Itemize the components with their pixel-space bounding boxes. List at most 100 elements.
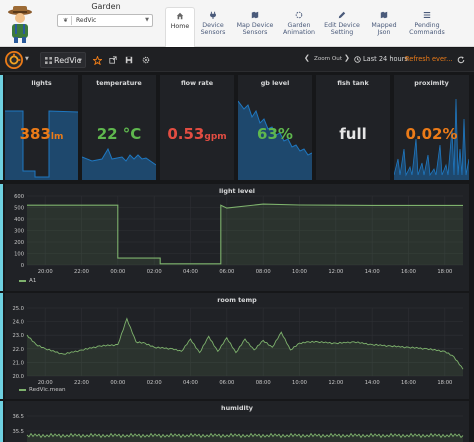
- time-range-picker[interactable]: Last 24 hours: [363, 55, 408, 63]
- y-tick-label: 500: [14, 206, 24, 212]
- refresh-icon: [457, 56, 465, 64]
- graph-panel-humidity: humidity 35.5 36.5: [5, 401, 469, 442]
- graph-title: light level: [218, 187, 255, 195]
- y-tick-label: 22.0: [12, 347, 24, 353]
- stat-panel-flow-rate: flow rate 0.53gpm: [160, 75, 234, 180]
- y-tick-label: 35.5: [12, 429, 24, 435]
- stat-panel-proximity: proximity 0.02%: [394, 75, 469, 180]
- nav-tab-label: Edit Device: [324, 22, 360, 29]
- grid-icon: [45, 57, 52, 64]
- clock-icon: [354, 56, 361, 63]
- nav-tab-garden-animation[interactable]: Garden Animation: [280, 7, 318, 47]
- save-button[interactable]: [122, 53, 136, 67]
- nav-tab-label: Mapped: [371, 22, 397, 29]
- y-tick-label: 24.0: [12, 320, 24, 326]
- dashboard-picker[interactable]: RedVic ▼: [40, 52, 86, 68]
- nav-tab-label-2: Commands: [409, 29, 445, 37]
- graph-panel-room-temp: room temp 20.0 21.0 22.0 23.0 24.0 25.0 20:00 2…: [5, 293, 469, 399]
- row-collapse-handle[interactable]: [0, 184, 3, 291]
- x-tick-label: 12:00: [328, 269, 343, 275]
- stat-unit: gpm: [204, 132, 227, 142]
- x-tick-label: 06:00: [219, 380, 234, 386]
- x-tick-label: 08:00: [256, 380, 271, 386]
- stat-title: flow rate: [180, 79, 214, 87]
- legend-series-name[interactable]: A1: [29, 278, 37, 284]
- x-tick-label: 08:00: [256, 269, 271, 275]
- pencil-icon: [338, 11, 346, 19]
- nav-tab-pending-commands[interactable]: Pending Commands: [407, 7, 447, 47]
- x-tick-label: 02:00: [147, 269, 162, 275]
- stat-number: 63%: [257, 125, 293, 143]
- chevron-down-icon: ▼: [145, 17, 149, 23]
- row-collapse-handle[interactable]: [0, 293, 3, 399]
- list-icon: [423, 12, 431, 18]
- graph-legend: A1: [19, 278, 36, 284]
- nav-tab-label: Pending: [414, 22, 440, 29]
- x-tick-label: 06:00: [219, 269, 234, 275]
- nav-tab-label: Device: [202, 22, 224, 29]
- graph-legend: RedVic.mean: [19, 387, 66, 393]
- nav-tab-edit-device-setting[interactable]: Edit Device Setting: [322, 7, 362, 47]
- stat-panel-gb-level: gb level 63%: [238, 75, 312, 180]
- graph-title: humidity: [221, 404, 253, 412]
- save-icon: [125, 56, 133, 64]
- stat-panel-temperature: temperature 22 °C: [82, 75, 156, 180]
- nav-tab-label-2: Sensors: [242, 29, 268, 37]
- y-tick-label: 200: [14, 240, 24, 246]
- nav-tab-label: Home: [170, 23, 190, 30]
- y-tick-label: 600: [14, 194, 24, 200]
- share-icon: [109, 56, 117, 64]
- nav-tab-label: Garden: [287, 22, 311, 29]
- nav-tab-label-2: Json: [377, 29, 391, 37]
- stat-value: 22 °C: [82, 125, 156, 143]
- stat-number: full: [339, 125, 367, 143]
- series-line[interactable]: [26, 432, 464, 439]
- y-tick-label: 25.0: [12, 306, 24, 312]
- nav-tab-map-device-sensors[interactable]: Map Device Sensors: [232, 7, 278, 47]
- row-collapse-handle[interactable]: [0, 401, 3, 442]
- stat-value: 0.53gpm: [160, 125, 234, 143]
- device-select[interactable]: ❦ RedVic ▼: [57, 14, 153, 27]
- x-tick-label: 04:00: [183, 380, 198, 386]
- legend-series-name[interactable]: RedVic.mean: [29, 387, 66, 393]
- nav-tab-home[interactable]: Home: [165, 7, 195, 47]
- plug-icon: [210, 11, 216, 19]
- y-tick-label: 21.0: [12, 360, 24, 366]
- humidity-chart: 35.5 36.5: [12, 414, 464, 442]
- x-tick-label: 04:00: [183, 269, 198, 275]
- x-tick-label: 16:00: [401, 380, 416, 386]
- grafana-logo-icon[interactable]: [5, 51, 23, 69]
- graph-panel-light-level: light level 0 100 200 300 400 500 600 20:00 22:0…: [5, 184, 469, 291]
- x-tick-label: 14:00: [365, 269, 380, 275]
- app-navbar: Garden ❦ RedVic ▼ Home Device Sensors Ma…: [0, 0, 474, 47]
- x-tick-label: 14:00: [365, 380, 380, 386]
- chevron-down-icon: ▼: [78, 58, 82, 64]
- time-back-button[interactable]: ❮: [304, 54, 310, 62]
- stat-number: 0.02%: [405, 125, 458, 143]
- row-collapse-handle[interactable]: [0, 75, 3, 180]
- leaf-icon: ❦: [60, 16, 72, 25]
- star-button[interactable]: [90, 53, 104, 67]
- refresh-interval-picker[interactable]: Refresh ever...: [405, 55, 453, 63]
- zoom-out-button[interactable]: Zoom Out: [314, 56, 343, 62]
- y-tick-label: 100: [14, 252, 24, 258]
- settings-button[interactable]: [139, 53, 153, 67]
- nav-tab-device-sensors[interactable]: Device Sensors: [196, 7, 230, 47]
- light-level-chart: 0 100 200 300 400 500 600 20:00 22:00 00:00 02:00 0…: [14, 194, 463, 275]
- stat-value: 383lm: [5, 125, 78, 143]
- stat-title: proximity: [414, 79, 449, 87]
- series-line[interactable]: [27, 203, 463, 265]
- series-line[interactable]: [26, 317, 464, 370]
- y-tick-label: 0: [21, 263, 24, 269]
- gear-icon: [142, 56, 150, 64]
- nav-tab-mapped-json[interactable]: Mapped Json: [367, 7, 401, 47]
- time-forward-button[interactable]: ❯: [344, 54, 350, 62]
- dashboard-name: RedVic: [54, 56, 82, 65]
- stat-number: 383: [19, 125, 51, 143]
- x-tick-label: 20:00: [38, 380, 53, 386]
- x-tick-label: 22:00: [74, 380, 89, 386]
- share-button[interactable]: [106, 53, 120, 67]
- nav-tab-label-2: Animation: [282, 29, 316, 37]
- stat-panel-fish-tank: fish tank full: [316, 75, 390, 180]
- refresh-button[interactable]: [454, 53, 468, 67]
